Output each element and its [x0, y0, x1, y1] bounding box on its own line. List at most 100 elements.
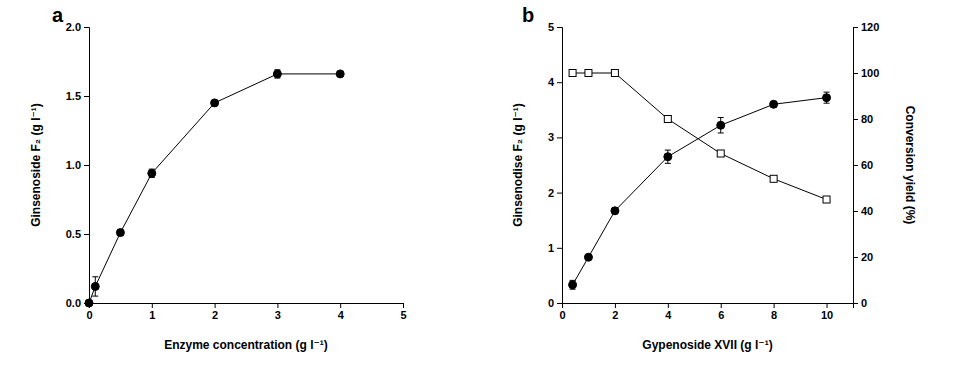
marker: [611, 70, 618, 77]
tick-mark: [853, 257, 858, 258]
marker: [823, 196, 830, 203]
tick-mark: [277, 303, 278, 308]
tick: 6: [718, 303, 724, 321]
marker: [611, 207, 619, 215]
marker: [116, 229, 124, 237]
y2-axis-title: Conversion yield (%): [903, 106, 917, 225]
tick-mark: [152, 303, 153, 308]
axis-line: [854, 28, 859, 304]
tick-mark: [853, 165, 858, 166]
series-line: [573, 98, 827, 285]
tick-mark: [84, 234, 89, 235]
tick-label: 1.0: [66, 159, 81, 171]
marker: [664, 153, 672, 161]
tick-label: 6: [718, 309, 724, 321]
tick-label: 0: [548, 297, 554, 309]
tick-mark: [557, 27, 562, 28]
marker: [148, 169, 156, 177]
tick-label: 0: [559, 309, 565, 321]
marker: [569, 70, 576, 77]
y-axis-title: Ginsenodise F₂ (g l⁻¹): [511, 103, 525, 227]
error-bar: [92, 277, 98, 296]
marker: [211, 99, 219, 107]
tick: 2: [212, 303, 218, 321]
tick: 8: [771, 303, 777, 321]
tick-mark: [827, 303, 828, 308]
tick-label: 0: [861, 297, 867, 309]
tick-label: 120: [861, 21, 879, 33]
tick: 5: [548, 21, 562, 33]
error-bar: [824, 92, 830, 103]
marker: [770, 175, 777, 182]
tick: 100: [853, 67, 879, 79]
tick-label: 1.5: [66, 90, 81, 102]
tick-label: 1: [149, 309, 155, 321]
tick-label: 3: [275, 309, 281, 321]
tick-label: 4: [338, 309, 345, 321]
marker: [717, 121, 725, 129]
tick: 4: [338, 303, 345, 321]
tick: 2: [612, 303, 618, 321]
tick: 120: [853, 21, 879, 33]
tick: 5: [400, 303, 406, 321]
tick-label: 60: [861, 159, 873, 171]
error-bar: [570, 280, 576, 289]
tick: 2.0: [66, 21, 89, 33]
tick-mark: [853, 211, 858, 212]
tick-label: 40: [861, 205, 873, 217]
tick: 0.5: [66, 228, 89, 240]
marker: [717, 150, 724, 157]
tick: 2: [548, 187, 562, 199]
tick-mark: [557, 137, 562, 138]
series-line: [89, 74, 340, 303]
series-line: [573, 73, 827, 200]
error-bar: [665, 150, 671, 163]
panel: 0246810012345020406080100120bGypenoside …: [511, 4, 917, 352]
tick-label: 0.5: [66, 228, 81, 240]
tick-mark: [403, 303, 404, 308]
y-axis: 0.00.51.01.52.0: [66, 21, 90, 309]
axis-line: [84, 28, 90, 304]
x-axis: 0 1 2 3 4 5: [86, 303, 406, 321]
panel-label: b: [522, 4, 534, 26]
tick: 10: [821, 303, 833, 321]
tick-mark: [84, 96, 89, 97]
tick-label: 2.0: [66, 21, 81, 33]
tick-label: 2: [212, 309, 218, 321]
panel: 0123450.00.51.01.52.0aEnzyme concentrati…: [29, 4, 407, 352]
tick: 1.0: [66, 159, 89, 171]
marker: [770, 100, 778, 108]
tick-mark: [853, 27, 858, 28]
tick-label: 3: [548, 131, 554, 143]
x-axis-title: Enzyme concentration (g l⁻¹): [164, 338, 328, 352]
tick-mark: [853, 303, 858, 304]
error-bar: [274, 70, 280, 78]
tick-label: 1: [548, 242, 554, 254]
tick-mark: [557, 248, 562, 249]
x-axis: 0 2 4 6 8 10: [559, 303, 853, 321]
panel-label: a: [52, 4, 64, 26]
tick: 3: [548, 131, 562, 143]
tick-mark: [853, 73, 858, 74]
tick: 20: [853, 251, 873, 263]
axis-line: [557, 28, 563, 304]
tick-label: 4: [665, 309, 672, 321]
tick: 0: [853, 297, 867, 309]
tick-mark: [774, 303, 775, 308]
marker: [569, 281, 577, 289]
tick-label: 80: [861, 113, 873, 125]
x-axis-title: Gypenoside XVII (g l⁻¹): [642, 338, 772, 352]
y2-axis: 0 20 40 60 80 100 120: [853, 21, 879, 309]
tick-label: 0: [86, 309, 92, 321]
tick-mark: [557, 303, 562, 304]
axis-line: [563, 304, 854, 309]
tick: 40: [853, 205, 873, 217]
tick: 80: [853, 113, 873, 125]
error-bar: [149, 169, 155, 177]
tick: 4: [548, 76, 562, 88]
y-axis: 0 1 2 3 4 5: [548, 21, 563, 309]
tick-mark: [668, 303, 669, 308]
axis-line: [90, 304, 404, 309]
tick-label: 100: [861, 67, 879, 79]
tick: 0: [548, 297, 562, 309]
